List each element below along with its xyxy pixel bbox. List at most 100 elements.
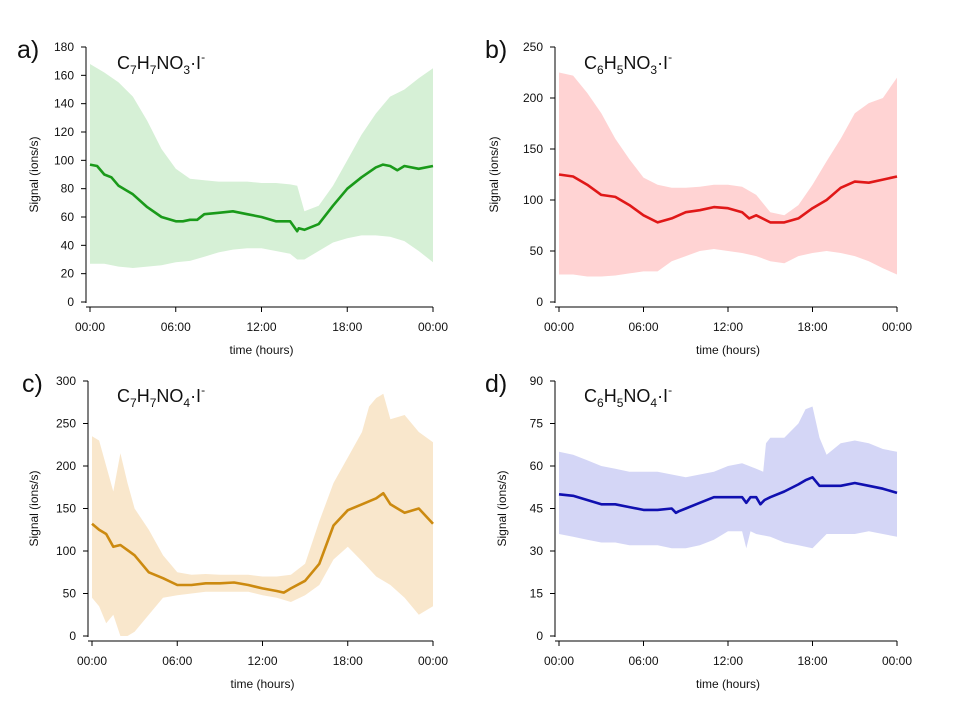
formula-part: 3 xyxy=(183,63,190,77)
formula-part: H xyxy=(604,386,617,406)
x-tick-label: 18:00 xyxy=(797,320,827,334)
formula-part: C xyxy=(117,53,130,73)
y-tick-label: 120 xyxy=(54,125,74,139)
y-tick-label: 50 xyxy=(63,587,77,601)
panel-label: a) xyxy=(17,36,39,64)
range-band xyxy=(90,64,433,268)
y-tick-label: 150 xyxy=(523,142,543,156)
x-tick-label: 00:00 xyxy=(882,320,912,334)
y-tick-label: 20 xyxy=(61,267,75,281)
x-tick-label: 12:00 xyxy=(713,654,743,668)
formula-part: H xyxy=(137,386,150,406)
y-tick-label: 60 xyxy=(530,459,544,473)
y-tick-label: 15 xyxy=(530,587,544,601)
y-tick-label: 90 xyxy=(530,374,544,388)
formula-part: 4 xyxy=(183,396,190,410)
x-tick-label: 00:00 xyxy=(544,320,574,334)
formula-part: C xyxy=(117,386,130,406)
formula-part: 5 xyxy=(617,63,624,77)
x-axis-title: time (hours) xyxy=(696,343,760,357)
y-tick-label: 60 xyxy=(61,210,75,224)
formula-part: NO xyxy=(623,386,650,406)
chart-panel-3: 0 50 100 150 200 250 300 00:00 06:00 12:00 18:00 00… xyxy=(22,370,448,691)
mean-line xyxy=(91,491,434,594)
x-tick-label: 00:00 xyxy=(418,654,448,668)
x-tick-label: 06:00 xyxy=(628,654,658,668)
formula-part: 6 xyxy=(597,396,604,410)
y-tick-label: 140 xyxy=(54,97,74,111)
formula-part: ·I xyxy=(190,53,201,73)
x-tick-label: 12:00 xyxy=(713,320,743,334)
x-tick-label: 18:00 xyxy=(333,654,363,668)
formula-part: 4 xyxy=(650,396,657,410)
formula-part: NO xyxy=(156,53,183,73)
formula-part: 7 xyxy=(150,63,157,77)
x-tick-label: 00:00 xyxy=(418,320,448,334)
x-tick-label: 18:00 xyxy=(332,320,362,334)
formula-part: 3 xyxy=(650,63,657,77)
y-axis-title: Signal (ions/s) xyxy=(487,136,501,212)
y-tick-label: 250 xyxy=(523,40,543,54)
x-tick-label: 06:00 xyxy=(161,320,191,334)
x-tick-label: 00:00 xyxy=(882,654,912,668)
x-tick-label: 12:00 xyxy=(246,320,276,334)
mean-line xyxy=(558,476,898,515)
chart-panel-2: 0 50 100 150 200 250 00:00 06:00 12:00 18:00 00:00… xyxy=(485,36,912,357)
formula-part: - xyxy=(201,383,205,397)
x-tick-label: 18:00 xyxy=(797,654,827,668)
y-tick-label: 100 xyxy=(54,153,74,167)
y-tick-label: 30 xyxy=(530,544,544,558)
y-tick-label: 200 xyxy=(56,459,76,473)
formula-part: 6 xyxy=(597,63,604,77)
panel-label: d) xyxy=(485,370,507,398)
formula-part: 7 xyxy=(130,396,137,410)
y-tick-label: 100 xyxy=(523,193,543,207)
formula-part: ·I xyxy=(657,386,668,406)
y-tick-label: 80 xyxy=(61,182,75,196)
x-axis-title: time (hours) xyxy=(696,677,760,691)
y-tick-label: 160 xyxy=(54,68,74,82)
y-tick-label: 100 xyxy=(56,544,76,558)
y-tick-label: 300 xyxy=(56,374,76,388)
formula-part: H xyxy=(604,53,617,73)
range-band xyxy=(559,72,897,277)
formula-part: C xyxy=(584,386,597,406)
x-axis-title: time (hours) xyxy=(230,677,294,691)
formula-part: ·I xyxy=(190,386,201,406)
formula-part: 7 xyxy=(150,396,157,410)
mean-line xyxy=(558,173,898,224)
y-tick-label: 180 xyxy=(54,40,74,54)
y-tick-label: 250 xyxy=(56,417,76,431)
formula-part: - xyxy=(668,50,672,64)
chart-panel-1: 0 20 40 60 80 100 120 140 160 180 00:00 06:00 12:00 1… xyxy=(17,36,448,357)
panel-label: c) xyxy=(22,370,43,398)
y-axis-title: Signal (ions/s) xyxy=(495,470,509,546)
y-tick-label: 75 xyxy=(530,417,544,431)
x-axis-title: time (hours) xyxy=(229,343,293,357)
y-tick-label: 0 xyxy=(67,295,74,309)
formula-part: - xyxy=(668,383,672,397)
range-band xyxy=(92,393,433,636)
formula-part: NO xyxy=(623,53,650,73)
y-tick-label: 0 xyxy=(536,629,543,643)
chemical-formula: C7H7NO3·I- xyxy=(117,50,205,77)
y-tick-label: 0 xyxy=(536,295,543,309)
range-band xyxy=(559,406,897,549)
panel-label: b) xyxy=(485,36,507,64)
formula-part: NO xyxy=(156,386,183,406)
chemical-formula: C6H5NO3·I- xyxy=(584,50,672,77)
y-tick-label: 45 xyxy=(530,502,544,516)
y-tick-label: 0 xyxy=(69,629,76,643)
x-tick-label: 12:00 xyxy=(247,654,277,668)
y-tick-label: 200 xyxy=(523,91,543,105)
y-axis-title: Signal (ions/s) xyxy=(27,470,41,546)
x-tick-label: 00:00 xyxy=(75,320,105,334)
chemical-formula: C6H5NO4·I- xyxy=(584,383,672,410)
y-tick-label: 40 xyxy=(61,238,75,252)
mean-line xyxy=(89,163,434,233)
formula-part: C xyxy=(584,53,597,73)
formula-part: 5 xyxy=(617,396,624,410)
x-tick-label: 00:00 xyxy=(544,654,574,668)
